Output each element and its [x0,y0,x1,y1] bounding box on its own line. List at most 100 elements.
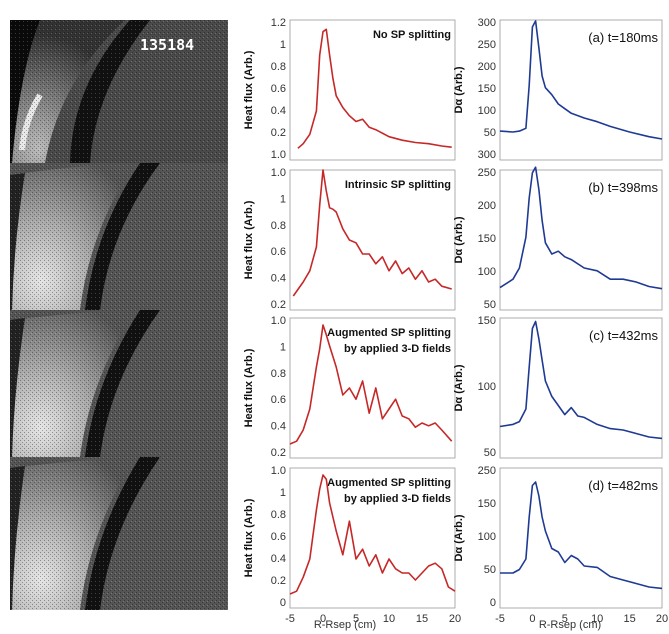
y-tick-label-heat-d: 0.4 [271,553,286,565]
x-tick-label-da-d: 0 [529,613,535,625]
plot-frame-heat-d [289,467,456,609]
x-axis-label-da: R-Rsep (cm) [539,619,601,631]
y-tick-label-heat-b: 0.8 [271,220,286,232]
x-tick-label-da-d: 20 [656,613,668,625]
y-tick-label-da-a: 300 [478,149,496,161]
series-line-heat-a [297,28,452,149]
y-tick-label-heat-c: 0.8 [271,368,286,380]
y-axis-label-heat-c: Heat flux (Arb.) [243,348,255,427]
y-tick-label-heat-a: 0.6 [271,83,286,95]
y-tick-label-heat-d: 0.8 [271,509,286,521]
plot-panels: 1.2 1 0.8 0.6 0.4 0.2 1.0 Heat flux (Arb.) No SP… [243,17,668,625]
y-tick-label-da-a: 250 [478,39,496,51]
y-tick-label-heat-d: 0.2 [271,575,286,587]
panel-annotation-heat-b: Intrinsic SP splitting [345,179,451,191]
x-tick-label-da-d: 10 [591,613,603,625]
y-tick-label-da-c: 100 [478,381,496,393]
y-tick-label-heat-d: 1.0 [271,465,286,477]
camera-frame-b [10,163,228,310]
y-tick-label-da-a: 300 [478,17,496,29]
y-tick-label-heat-b: 1 [280,193,286,205]
y-tick-label-heat-d: 1 [280,487,286,499]
panel-annotation-heat-a: No SP splitting [373,29,451,41]
y-tick-label-heat-a: 1.0 [271,149,286,161]
y-tick-label-da-d: 150 [478,498,496,510]
panel-annotation-heat-d: by applied 3-D fields [344,493,451,505]
x-tick-label-heat-d: 0 [320,613,326,625]
series-line-heat-d [289,474,456,595]
plot-frame-da-c [499,317,663,459]
series-line-da-c [499,320,663,440]
y-axis-label-heat-d: Heat flux (Arb.) [243,498,255,577]
x-tick-label-heat-d: 20 [449,613,461,625]
y-axis-label-da-c: Dα (Arb.) [453,364,465,411]
y-tick-label-heat-c: 0.4 [271,421,286,433]
y-axis-label-da-b: Dα (Arb.) [453,216,465,263]
x-tick-label-heat-d: 5 [353,613,359,625]
x-axis-label-heat: R-Rsep (cm) [314,619,376,631]
y-tick-label-heat-c: 0.2 [271,447,286,459]
plot-frame-da-a [499,19,663,161]
plot-frame-da-d [499,467,663,609]
y-tick-label-heat-b: 1.0 [271,167,286,179]
shot-number: 135184 [140,36,194,54]
y-tick-label-da-a: 100 [478,105,496,117]
camera-image-strip: 135184 [10,20,228,610]
y-tick-label-da-a: 200 [478,61,496,73]
y-axis-label-heat-b: Heat flux (Arb.) [243,200,255,279]
plot-frame-heat-b [289,169,456,311]
y-axis-label-da-a: Dα (Arb.) [453,66,465,113]
panel-annotation-da-a: (a) t=180ms [588,30,658,45]
y-tick-label-heat-a: 1 [280,39,286,51]
panel-annotation-da-b: (b) t=398ms [588,180,658,195]
y-tick-label-heat-c: 1.0 [271,315,286,327]
panel-annotation-heat-c: Augmented SP splitting [327,327,451,339]
y-tick-label-da-a: 50 [484,127,496,139]
y-tick-label-heat-c: 1 [280,341,286,353]
y-tick-label-da-c: 150 [478,315,496,327]
y-tick-label-da-c: 50 [484,447,496,459]
series-line-da-d [500,481,663,590]
panel-annotation-heat-d: Augmented SP splitting [327,477,451,489]
x-tick-label-da-d: 5 [562,613,568,625]
camera-frame-d [10,457,228,610]
y-tick-label-da-d: 0 [490,597,496,609]
y-tick-label-heat-a: 0.4 [271,105,286,117]
y-axis-label-heat-a: Heat flux (Arb.) [243,50,255,129]
x-tick-label-da-d: -5 [495,613,505,625]
y-tick-label-da-b: 150 [478,233,496,245]
x-tick-label-heat-d: 10 [383,613,395,625]
y-tick-label-heat-d: 0.6 [271,531,286,543]
series-line-heat-b [292,169,452,297]
y-tick-label-da-b: 100 [478,266,496,278]
y-tick-label-da-b: 250 [478,167,496,179]
y-tick-label-da-b: 200 [478,200,496,212]
camera-frame-a [10,20,228,163]
series-line-da-a [499,20,663,140]
y-tick-label-heat-a: 1.2 [271,17,286,29]
y-axis-label-da-d: Dα (Arb.) [453,514,465,561]
panel-annotation-da-c: (c) t=432ms [589,328,658,343]
y-tick-label-heat-b: 0.4 [271,273,286,285]
series-line-heat-c [289,324,453,445]
y-tick-label-heat-d: 0 [280,597,286,609]
y-tick-label-heat-a: 0.2 [271,127,286,139]
plot-frame-heat-c [289,317,456,459]
x-tick-label-heat-d: 15 [416,613,428,625]
plot-frame-heat-a [289,19,456,161]
plot-frame-da-b [499,169,663,311]
y-tick-label-da-a: 150 [478,83,496,95]
y-tick-label-da-b: 50 [484,299,496,311]
y-tick-label-da-d: 100 [478,531,496,543]
y-tick-label-heat-b: 0.2 [271,299,286,311]
x-tick-label-da-d: 15 [623,613,635,625]
y-tick-label-heat-a: 0.8 [271,61,286,73]
camera-frame-c [10,310,228,457]
x-tick-label-heat-d: -5 [285,613,295,625]
panel-annotation-da-d: (d) t=482ms [588,478,658,493]
panel-annotation-heat-c: by applied 3-D fields [344,343,451,355]
y-tick-label-da-d: 250 [478,465,496,477]
y-tick-label-heat-b: 0.6 [271,246,286,258]
series-line-da-b [499,166,663,290]
